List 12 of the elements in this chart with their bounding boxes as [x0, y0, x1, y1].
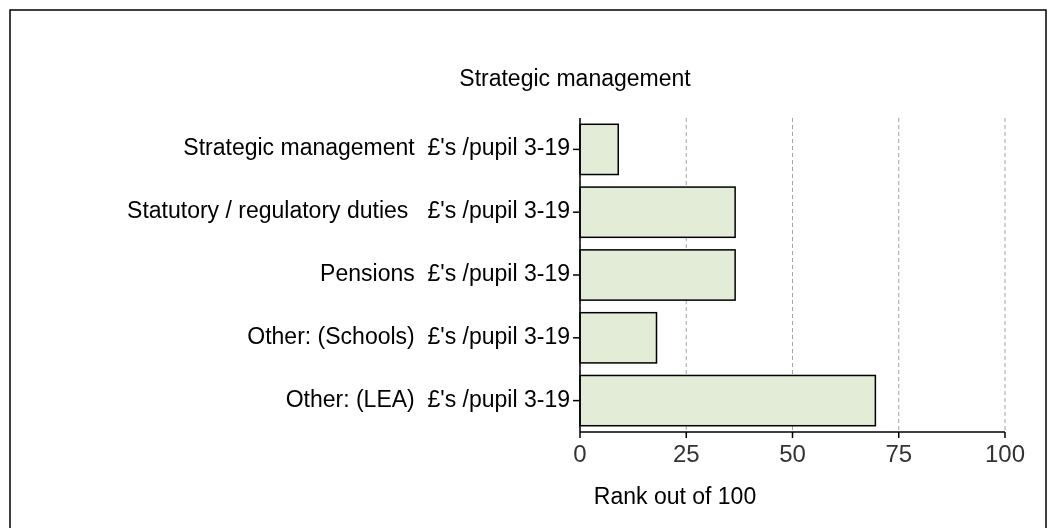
- y-tick-label: Other: (Schools) £'s /pupil 3-19: [247, 322, 570, 349]
- x-tick-label: 0: [573, 440, 587, 467]
- x-tick-label: 50: [779, 440, 806, 467]
- x-tick-label: 100: [984, 440, 1026, 467]
- y-tick-label: Pensions £'s /pupil 3-19: [320, 260, 570, 287]
- x-tick-label: 75: [885, 440, 913, 467]
- y-tick-label: Strategic management £'s /pupil 3-19: [183, 134, 570, 161]
- y-tick-label: Statutory / regulatory duties £'s /pupil 3-19: [127, 197, 570, 224]
- y-tick-label: Other: (LEA) £'s /pupil 3-19: [285, 385, 570, 412]
- x-tick-label: 25: [672, 440, 700, 467]
- chart-title: Strategic management: [459, 65, 692, 91]
- x-axis-title: Rank out of 100: [593, 483, 757, 509]
